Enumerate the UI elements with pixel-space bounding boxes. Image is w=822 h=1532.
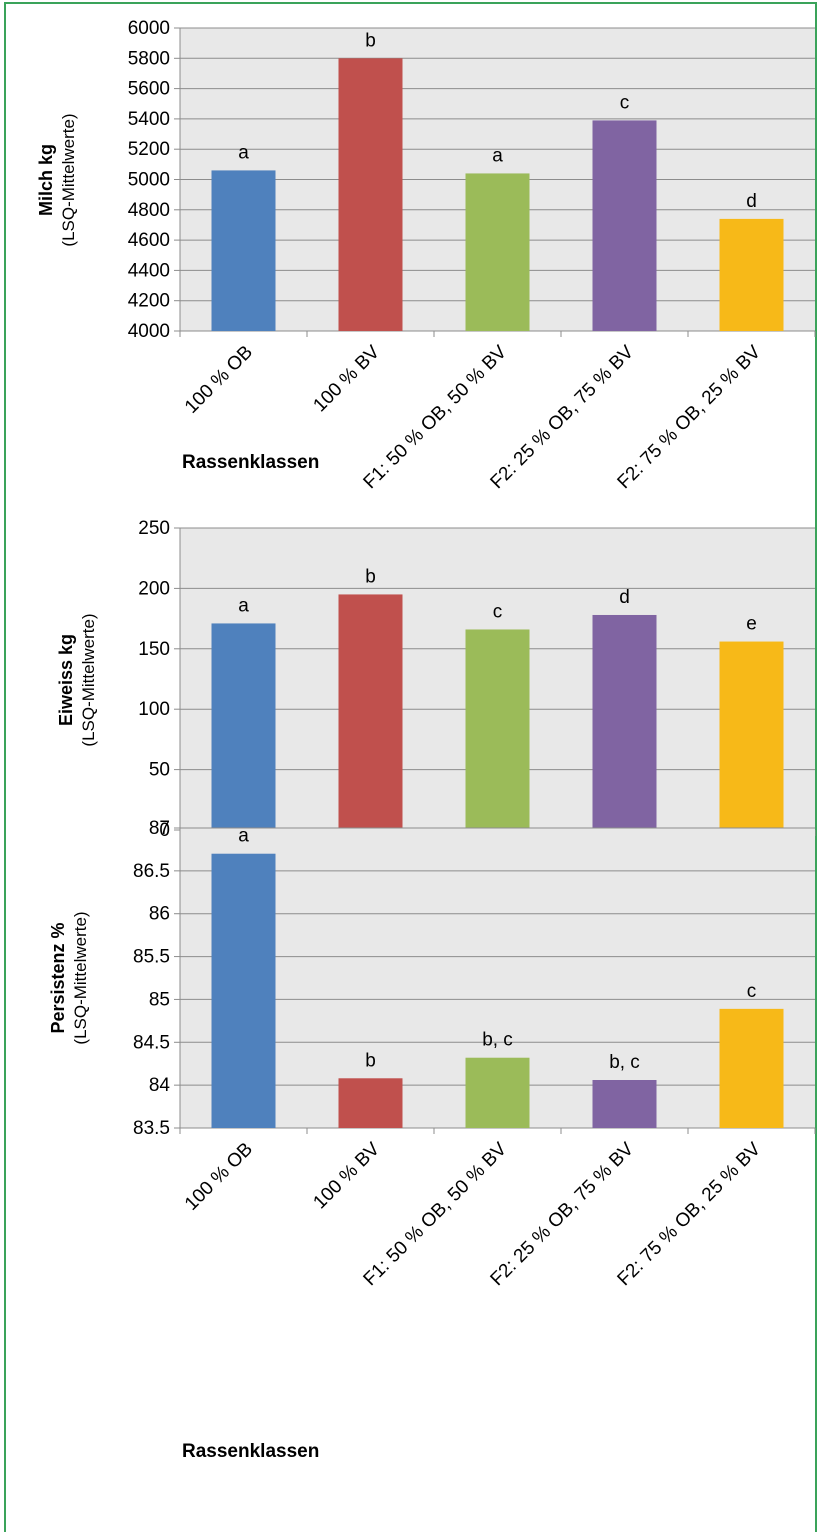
category-label: F2: 25 % OB, 75 % BV	[487, 1138, 639, 1290]
x-axis-title: Rassenklassen	[182, 1441, 319, 1462]
y-tick-label: 50	[149, 760, 170, 781]
bar-label: b	[365, 1050, 376, 1071]
bar-label: b	[365, 566, 376, 587]
y-tick-label: 6000	[128, 18, 170, 39]
figure-frame	[4, 2, 817, 1532]
y-axis-title: Eiweiss kg	[56, 634, 76, 726]
bar	[465, 629, 530, 830]
bar	[211, 853, 276, 1128]
y-tick-label: 4800	[128, 200, 170, 221]
bar	[465, 173, 530, 331]
bar	[719, 641, 784, 830]
y-axis-subtitle: (LSQ-Mittelwerte)	[79, 613, 98, 746]
y-tick-label: 0	[159, 820, 170, 841]
category-label: 100 % BV	[309, 341, 384, 416]
y-tick-label: 85	[149, 989, 170, 1010]
chart-1: 4000 4200 4400 4600 4800 5000 5200 5400 5600 5800…	[36, 18, 816, 493]
bar-label: a	[492, 145, 503, 166]
y-tick-label: 150	[138, 639, 170, 660]
bar	[338, 594, 403, 830]
bar-label: c	[620, 92, 630, 113]
category-label: 100 % OB	[181, 1139, 257, 1215]
y-tick-label: 5000	[128, 170, 170, 191]
y-tick-label: 4600	[128, 230, 170, 251]
y-tick-label: 4400	[128, 260, 170, 281]
bar	[338, 1078, 403, 1128]
y-tick-label: 100	[138, 699, 170, 720]
bar-label: d	[619, 587, 630, 608]
bar-label: b, c	[609, 1052, 640, 1073]
y-tick-label: 5800	[128, 48, 170, 69]
y-axis-subtitle: (LSQ-Mittelwerte)	[71, 911, 90, 1044]
bar	[719, 218, 784, 331]
x-axis-title: Rassenklassen	[182, 452, 319, 473]
category-label: F2: 75 % OB, 25 % BV	[614, 1138, 766, 1290]
y-axis-title: Milch kg	[36, 144, 56, 216]
category-label: 100 % OB	[181, 342, 257, 418]
y-tick-label: 84.5	[133, 1032, 170, 1053]
y-tick-label: 86.5	[133, 861, 170, 882]
y-tick-label: 87	[149, 818, 170, 839]
y-tick-label: 83.5	[133, 1118, 170, 1139]
bar-label: c	[493, 601, 503, 622]
y-axis-title: Persistenz %	[48, 922, 68, 1033]
bar	[719, 1008, 784, 1128]
y-tick-label: 5200	[128, 139, 170, 160]
bar-label: a	[238, 826, 249, 847]
category-label: F1: 50 % OB, 50 % BV	[360, 341, 512, 493]
category-label: F2: 75 % OB, 25 % BV	[614, 341, 766, 493]
y-tick-label: 5400	[128, 109, 170, 130]
bar	[211, 170, 276, 331]
category-label: F2: 25 % OB, 75 % BV	[487, 341, 639, 493]
bar	[465, 1057, 530, 1128]
y-tick-label: 84	[149, 1075, 171, 1096]
bar	[592, 1080, 657, 1128]
bar-label: c	[747, 981, 757, 1002]
bar	[592, 120, 657, 331]
category-label: F1: 50 % OB, 50 % BV	[360, 1138, 512, 1290]
y-tick-label: 4200	[128, 291, 170, 312]
bar-label: b, c	[482, 1030, 513, 1051]
y-tick-label: 250	[138, 518, 170, 539]
bar-label: b	[365, 30, 376, 51]
bar-label: a	[238, 142, 249, 163]
bar	[592, 614, 657, 830]
bar	[211, 623, 276, 830]
y-axis-subtitle: (LSQ-Mittelwerte)	[59, 113, 78, 246]
bar-label: d	[746, 191, 757, 212]
bar-label: a	[238, 595, 249, 616]
y-tick-label: 85.5	[133, 947, 170, 968]
bar-label: e	[746, 614, 757, 635]
y-tick-label: 5600	[128, 79, 170, 100]
y-tick-label: 86	[149, 904, 170, 925]
bar	[338, 58, 403, 332]
category-label: 100 % BV	[309, 1138, 384, 1213]
y-tick-label: 4000	[128, 321, 170, 342]
chart-3: 83.5 84 84.5 85 85.5 86 86.5 87 a 100 % OB b 100 % …	[48, 818, 816, 1462]
y-tick-label: 200	[138, 578, 170, 599]
